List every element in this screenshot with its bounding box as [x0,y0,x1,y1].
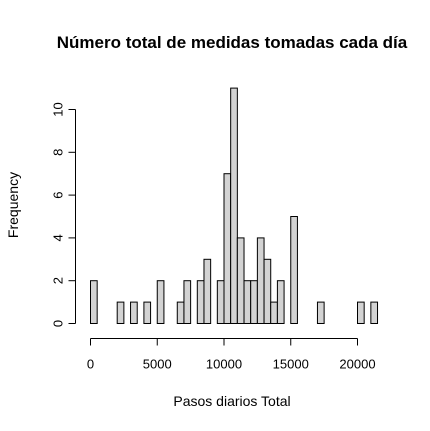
histogram-bar [236,237,245,324]
y-tick-label: 8 [51,149,66,156]
y-tick-label: 4 [51,234,66,241]
y-tick-label: 10 [51,102,66,116]
histogram-bar [216,280,225,325]
x-tick-label: 15000 [273,357,309,372]
histogram-bar [243,280,252,325]
histogram-bar [203,258,212,324]
histogram-bar [143,301,152,325]
x-tick-label: 5000 [143,357,172,372]
y-tick-label: 0 [51,320,66,327]
histogram-bar [370,301,379,325]
y-axis-label: Frequency [5,172,21,238]
histogram-bar [256,237,265,324]
y-axis: 0 2 4 6 8 10 [51,102,76,327]
histogram-bar [130,301,138,325]
y-tick-label: 6 [51,191,66,198]
histogram-bar [270,301,278,325]
bars-group [90,87,379,325]
histogram-bar [250,280,258,325]
histogram-bar [357,301,365,325]
histogram-bar [276,280,285,325]
histogram-bar [176,301,185,325]
x-axis-label: Pasos diarios Total [173,393,290,409]
histogram-bar [183,280,192,325]
histogram-bar [263,258,272,324]
histogram-bar [116,301,125,325]
histogram-bar [223,173,232,324]
x-tick-label: 20000 [339,357,375,372]
x-axis: 0 5000 10000 15000 20000 [87,338,376,372]
x-tick-label: 10000 [206,357,242,372]
chart-title: Número total de medidas tomadas cada día [57,33,408,52]
histogram-bar [230,87,238,324]
x-tick-label: 0 [87,357,94,372]
histogram-bar [156,280,165,325]
histogram-bar [90,280,98,325]
y-tick-label: 2 [51,277,66,284]
histogram-bar [290,216,298,324]
histogram-bar [316,301,325,325]
histogram-bar [196,280,205,325]
